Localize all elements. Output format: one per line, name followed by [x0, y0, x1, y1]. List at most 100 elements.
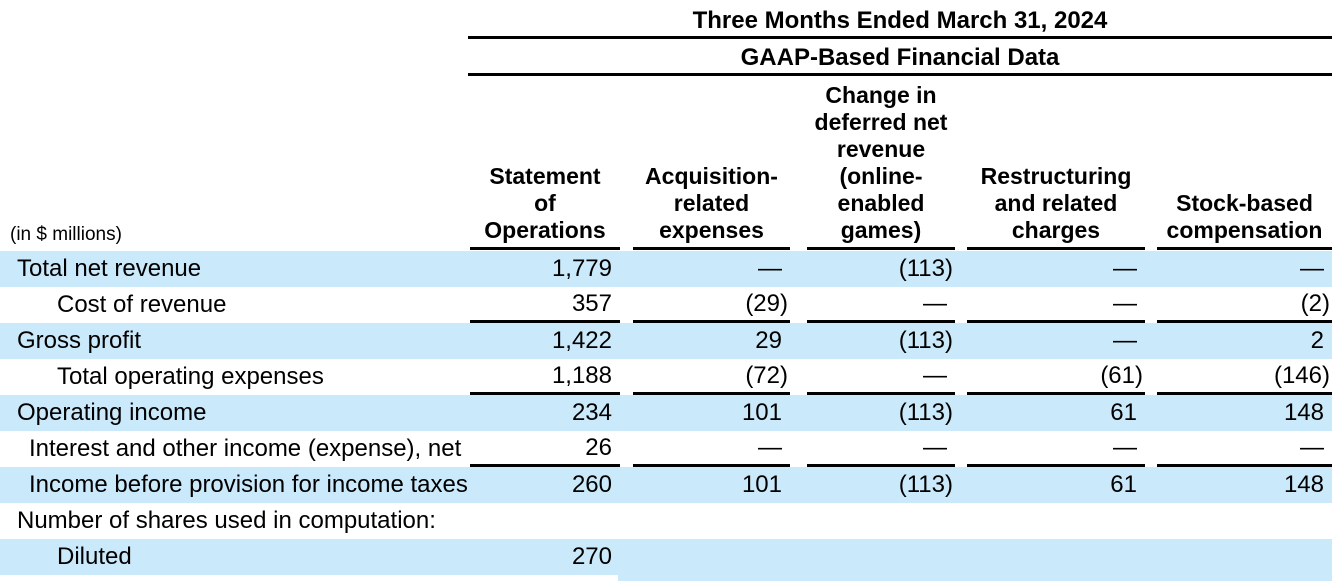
- column-gap: [620, 251, 633, 287]
- cell-value: (61): [967, 359, 1145, 395]
- column-header-label: Restructuring and related charges: [980, 163, 1132, 243]
- column-gap: [1145, 251, 1157, 287]
- cell-value: 2: [1310, 327, 1324, 354]
- column-header-label: Statement of Operations: [484, 163, 606, 243]
- cell-value: (29): [633, 287, 790, 323]
- column-gap: [1145, 467, 1157, 503]
- cell-value: [807, 539, 955, 575]
- table-row-total-net-revenue: Total net revenue 1,779 — (113) — —: [0, 251, 1332, 287]
- table-row-cost-of-revenue: Cost of revenue 357 (29) — — (2): [0, 287, 1332, 323]
- cell-value: (72): [633, 359, 790, 395]
- cell-value: (113): [898, 471, 953, 498]
- cell-value: 101: [741, 399, 782, 426]
- cell-value: (146): [1157, 359, 1332, 395]
- cell-value: —: [633, 431, 790, 467]
- table-row-diluted: Diluted 270: [0, 539, 1332, 575]
- column-header-row: (in $ millions) Statement of Operations …: [0, 80, 1332, 250]
- column-gap: [1145, 80, 1157, 250]
- column-gap: [620, 323, 633, 359]
- column-gap: [955, 395, 967, 431]
- row-label: Operating income: [17, 399, 207, 426]
- column-header-label: Change in deferred net revenue (online- …: [814, 82, 948, 243]
- column-header-label: Acquisition- related expenses: [645, 163, 778, 243]
- table-body: Total net revenue 1,779 — (113) — — Cost…: [0, 251, 1332, 575]
- cell-value: 148: [1283, 471, 1324, 498]
- cell-value: —: [1157, 431, 1332, 467]
- row-label: Gross profit: [17, 327, 142, 354]
- column-gap: [955, 539, 967, 575]
- column-gap: [1145, 323, 1157, 359]
- column-gap: [955, 323, 967, 359]
- units-note: (in $ millions): [10, 224, 122, 245]
- period-title: Three Months Ended March 31, 2024: [468, 6, 1332, 39]
- column-header-statement-of-operations: Statement of Operations: [470, 80, 620, 250]
- cell-value: [633, 539, 790, 575]
- column-gap: [620, 503, 633, 539]
- cell-value: [807, 503, 955, 539]
- column-gap: [790, 395, 807, 431]
- cell-value: (113): [898, 399, 953, 426]
- cell-value: 357: [470, 287, 620, 323]
- column-header-restructuring-charges: Restructuring and related charges: [967, 80, 1145, 250]
- column-gap: [620, 287, 633, 323]
- column-gap: [620, 395, 633, 431]
- cell-value: [967, 539, 1145, 575]
- cell-value: 26: [470, 431, 620, 467]
- column-gap: [1145, 431, 1157, 467]
- cell-value: (113): [898, 255, 953, 282]
- partial-next-row: [618, 575, 1332, 581]
- cell-value: 61: [1110, 399, 1137, 426]
- cell-value: —: [807, 431, 955, 467]
- basis-subtitle: GAAP-Based Financial Data: [468, 43, 1332, 76]
- cell-value: [1157, 503, 1332, 539]
- column-header-stock-based-compensation: Stock-based compensation: [1157, 80, 1332, 250]
- row-label: Total net revenue: [17, 255, 202, 282]
- column-gap: [790, 80, 807, 250]
- column-gap: [790, 467, 807, 503]
- cell-value: 148: [1283, 399, 1324, 426]
- column-gap: [1145, 395, 1157, 431]
- cell-value: 1,779: [551, 255, 612, 282]
- cell-value: —: [758, 255, 782, 282]
- column-header-change-in-deferred-net-revenue: Change in deferred net revenue (online- …: [807, 80, 955, 250]
- cell-value: [967, 503, 1145, 539]
- column-gap: [1145, 359, 1157, 395]
- cell-value: 1,188: [470, 359, 620, 395]
- column-gap: [620, 467, 633, 503]
- cell-value: —: [807, 287, 955, 323]
- column-gap: [790, 359, 807, 395]
- table-row-interest-and-other-income: Interest and other income (expense), net…: [0, 431, 1332, 467]
- row-label: Interest and other income (expense), net: [29, 435, 462, 462]
- cell-value: (2): [1157, 287, 1332, 323]
- column-gap: [620, 359, 633, 395]
- column-gap: [955, 80, 967, 250]
- cell-value: —: [807, 359, 955, 395]
- row-label: Diluted: [57, 543, 132, 570]
- table-row-number-of-shares-heading: Number of shares used in computation:: [0, 503, 1332, 539]
- column-gap: [620, 431, 633, 467]
- column-gap: [1145, 503, 1157, 539]
- column-gap: [790, 287, 807, 323]
- cell-value: 61: [1110, 471, 1137, 498]
- cell-value: [470, 503, 620, 539]
- cell-value: 234: [571, 399, 612, 426]
- table-row-total-operating-expenses: Total operating expenses 1,188 (72) — (6…: [0, 359, 1332, 395]
- cell-value: —: [967, 431, 1145, 467]
- cell-value: —: [1113, 255, 1137, 282]
- column-gap: [955, 467, 967, 503]
- row-label: Income before provision for income taxes: [29, 471, 468, 498]
- table-row-income-before-taxes: Income before provision for income taxes…: [0, 467, 1332, 503]
- column-gap: [790, 539, 807, 575]
- cell-value: 270: [571, 543, 612, 570]
- column-gap: [790, 323, 807, 359]
- column-gap: [1145, 287, 1157, 323]
- column-gap: [955, 251, 967, 287]
- column-header-acquisition-related-expenses: Acquisition- related expenses: [633, 80, 790, 250]
- table-row-operating-income: Operating income 234 101 (113) 61 148: [0, 395, 1332, 431]
- column-gap: [955, 503, 967, 539]
- column-gap: [620, 539, 633, 575]
- cell-value: —: [1113, 327, 1137, 354]
- row-label: Number of shares used in computation:: [17, 507, 436, 534]
- row-label: Total operating expenses: [57, 363, 324, 390]
